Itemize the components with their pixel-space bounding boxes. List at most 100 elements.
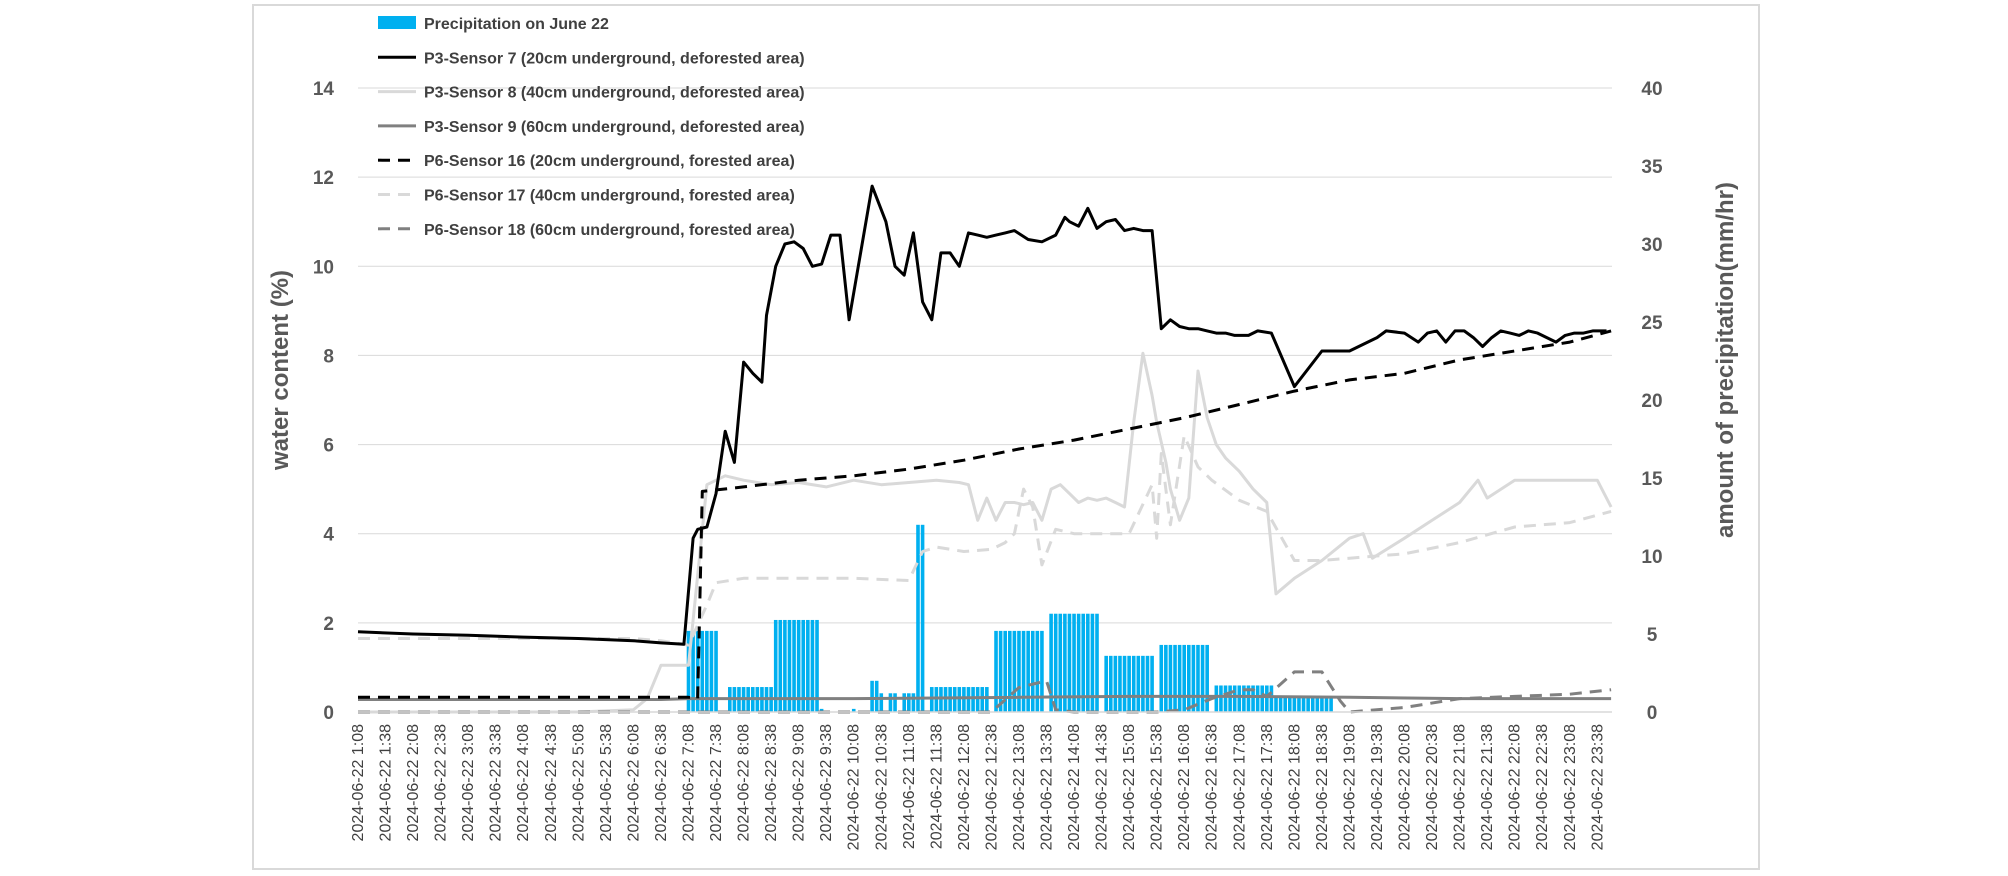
precipitation-bar	[1214, 685, 1219, 712]
precipitation-bar	[870, 680, 874, 712]
series-line-5	[358, 670, 1612, 714]
x-tick-label: 2024-06-22 8:38	[763, 724, 780, 842]
precipitation-bar	[1219, 685, 1223, 712]
x-tick-label: 2024-06-22 2:38	[433, 724, 450, 842]
x-tick-label: 2024-06-22 16:38	[1204, 724, 1221, 850]
x-tick-label: 2024-06-22 16:08	[1176, 724, 1193, 850]
precipitation-bar	[1012, 630, 1017, 712]
y2-tick-label: 30	[1641, 235, 1662, 256]
x-tick-label: 2024-06-22 20:38	[1424, 724, 1441, 850]
precipitation-bar	[939, 687, 943, 712]
precipitation-bar	[874, 680, 879, 712]
precipitation-bar	[686, 630, 691, 712]
precipitation-bar	[1164, 644, 1168, 712]
precipitation-bar	[1058, 613, 1063, 712]
series-line-4	[358, 434, 1612, 647]
precipitation-bar	[1030, 630, 1035, 712]
precipitation-bar	[1287, 696, 1292, 712]
x-tick-label: 2024-06-22 9:38	[818, 724, 835, 842]
precipitation-bar	[1095, 613, 1099, 712]
precipitation-bar	[1003, 630, 1008, 712]
precipitation-bar	[1182, 644, 1187, 712]
precipitation-bar	[1196, 644, 1200, 712]
precipitation-bar	[1324, 696, 1329, 712]
precipitation-bar	[962, 687, 966, 712]
x-tick-label: 2024-06-22 11:08	[901, 724, 918, 849]
x-tick-label: 2024-06-22 1:38	[378, 724, 395, 842]
precipitation-bar	[920, 524, 925, 712]
precipitation-bar	[806, 619, 810, 712]
precipitation-bar	[1255, 685, 1260, 712]
precipitation-bar	[1278, 696, 1283, 712]
precipitation-bar	[1035, 630, 1040, 712]
x-tick-label: 2024-06-22 21:38	[1479, 724, 1496, 850]
precipitation-bar	[929, 687, 934, 712]
x-tick-label: 2024-06-22 7:08	[680, 724, 697, 842]
y2-tick-label: 20	[1641, 391, 1662, 412]
precipitation-bar	[1063, 613, 1067, 712]
precipitation-bar	[783, 619, 787, 712]
precipitation-bar	[709, 630, 714, 712]
x-tick-label: 2024-06-22 15:38	[1149, 724, 1166, 850]
precipitation-bar	[1090, 613, 1095, 712]
precipitation-bars	[686, 524, 1333, 712]
legend-label: P3-Sensor 7 (20cm underground, deforeste…	[424, 50, 805, 67]
precipitation-bar	[1329, 696, 1333, 712]
precipitation-bar	[916, 524, 920, 712]
precipitation-bar	[1283, 696, 1287, 712]
precipitation-bar	[1127, 655, 1131, 712]
left-axis-ticks: 0 2 4 6 8 10 12 14	[313, 79, 335, 724]
precipitation-bar	[1177, 644, 1182, 712]
x-tick-label: 2024-06-22 20:08	[1397, 724, 1414, 850]
left-axis-title: water content (%)	[267, 270, 294, 471]
precipitation-bar	[902, 693, 907, 712]
y-tick-label: 4	[323, 525, 334, 546]
y-tick-label: 2	[323, 614, 334, 635]
precipitation-bar	[1086, 613, 1090, 712]
precipitation-bar	[994, 630, 998, 712]
right-axis-ticks: 0 5 10 15 20 25 30 35 40	[1641, 79, 1663, 724]
x-tick-label: 2024-06-22 2:08	[405, 724, 422, 842]
precipitation-bar	[700, 630, 705, 712]
precipitation-bar	[1067, 613, 1072, 712]
x-tick-label: 2024-06-22 9:08	[791, 724, 808, 842]
precipitation-bar	[714, 630, 718, 712]
y2-tick-label: 5	[1647, 625, 1658, 646]
y-tick-label: 0	[323, 703, 334, 724]
precipitation-bar	[975, 687, 980, 712]
precipitation-bar	[1306, 696, 1310, 712]
x-tick-label: 2024-06-22 13:08	[1011, 724, 1028, 850]
x-tick-label: 2024-06-22 17:08	[1231, 724, 1248, 850]
precipitation-bar	[1122, 655, 1127, 712]
precipitation-bar	[1007, 630, 1012, 712]
x-tick-label: 2024-06-22 3:08	[460, 724, 477, 842]
precipitation-bar	[1292, 696, 1297, 712]
chart-frame	[252, 4, 1760, 870]
x-tick-label: 2024-06-22 8:08	[736, 724, 753, 842]
precipitation-bar	[943, 687, 948, 712]
precipitation-bar	[888, 693, 893, 712]
precipitation-bar	[1246, 685, 1251, 712]
x-tick-label: 2024-06-22 4:38	[543, 724, 560, 842]
precipitation-bar	[819, 708, 824, 712]
y-tick-label: 8	[323, 346, 334, 367]
precipitation-bar	[705, 630, 709, 712]
precipitation-bar	[1021, 630, 1026, 712]
legend-label: P6-Sensor 18 (60cm underground, forested…	[424, 222, 795, 239]
precipitation-bar	[1260, 685, 1265, 712]
series-line-2	[358, 694, 1612, 701]
precipitation-bar	[1026, 630, 1030, 712]
x-tick-label: 2024-06-22 19:38	[1369, 724, 1386, 850]
precipitation-bar	[998, 630, 1003, 712]
x-tick-label: 2024-06-22 10:38	[873, 724, 890, 850]
x-tick-label: 2024-06-22 4:08	[515, 724, 532, 842]
precipitation-bar	[1141, 655, 1145, 712]
series-line-0	[357, 184, 1607, 646]
legend: Precipitation on June 22 P3-Sensor 7 (20c…	[378, 16, 805, 239]
precipitation-bar	[985, 687, 989, 712]
precipitation-bar	[1159, 644, 1164, 712]
precipitation-bar	[1191, 644, 1196, 712]
x-tick-label: 2024-06-22 6:08	[625, 724, 642, 842]
precipitation-bar	[1187, 644, 1191, 712]
